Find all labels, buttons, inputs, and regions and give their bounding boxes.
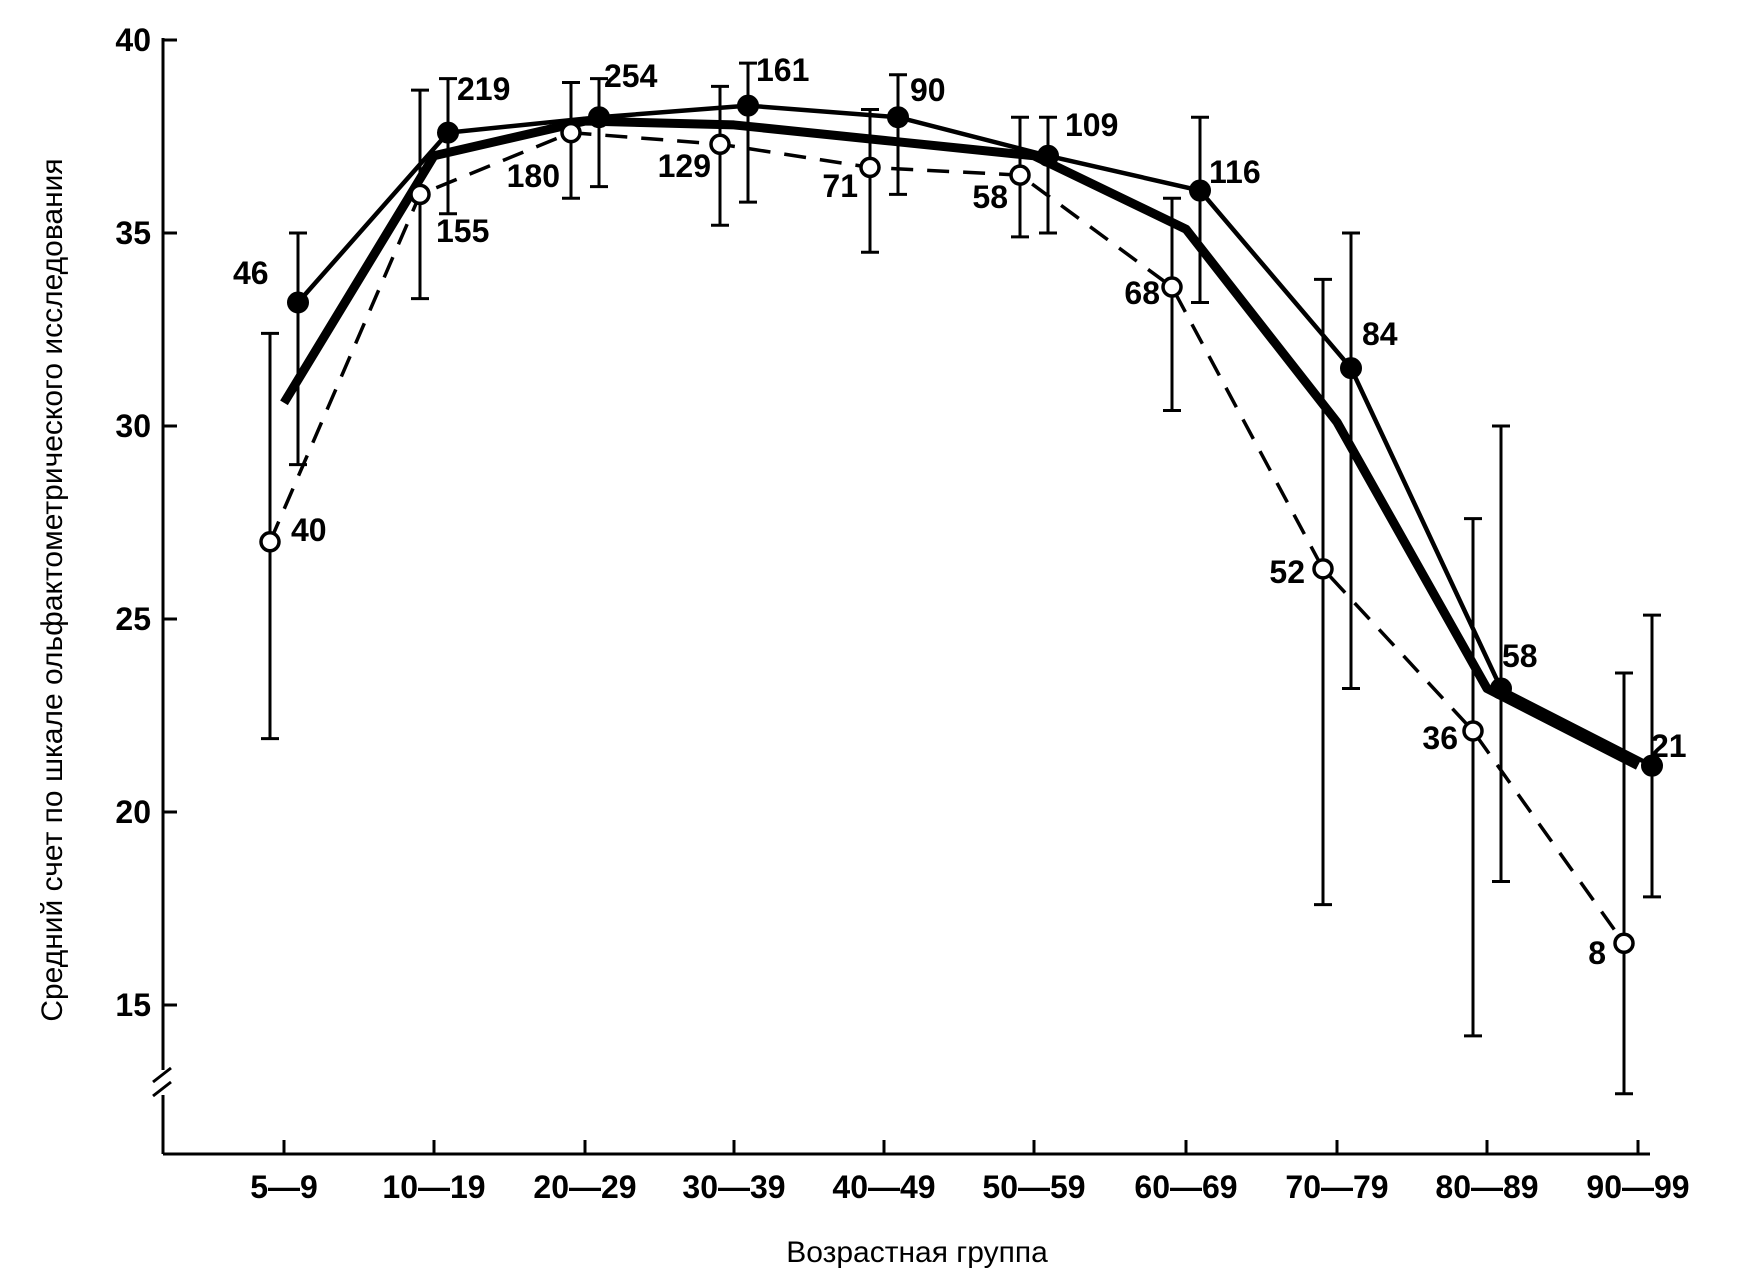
data-point-filled <box>588 106 610 129</box>
n-label: 52 <box>1269 554 1305 590</box>
data-point-open <box>859 156 881 179</box>
series-line-dashed <box>268 130 1626 945</box>
series-lines <box>268 103 1654 945</box>
n-label: 129 <box>658 148 711 184</box>
y-tick-label: 15 <box>115 987 151 1023</box>
n-label: 90 <box>910 72 946 108</box>
data-point-open <box>1009 164 1031 186</box>
axis-break-mark <box>152 1080 172 1098</box>
n-label: 180 <box>507 158 560 194</box>
data-point-filled <box>1340 357 1362 380</box>
x-tick-label: 60—69 <box>1134 1169 1237 1205</box>
n-label: 155 <box>436 213 489 249</box>
y-tick-label: 25 <box>115 601 151 637</box>
x-tick-label: 10—19 <box>382 1169 485 1205</box>
n-label: 71 <box>822 168 858 204</box>
n-label: 21 <box>1651 728 1687 764</box>
series-markers <box>259 94 1663 954</box>
series-line-thin <box>296 103 1654 768</box>
n-label: 8 <box>1588 935 1606 971</box>
data-point-open <box>409 183 431 206</box>
data-point-filled <box>1037 144 1059 167</box>
x-axis-title: Возрастная группа <box>786 1236 1048 1269</box>
n-label: 219 <box>457 71 510 107</box>
n-label: 254 <box>604 58 658 94</box>
x-tick-label: 40—49 <box>832 1169 935 1205</box>
y-tick-label: 20 <box>115 794 151 830</box>
y-tick-label: 30 <box>115 408 151 444</box>
sample-size-labels: 46 219 254 161 90 109 116 84 58 21 40 155 180 129 71 58… <box>233 52 1687 971</box>
data-point-filled <box>1189 179 1211 202</box>
data-point-filled <box>1641 754 1663 777</box>
x-tick-label: 70—79 <box>1285 1169 1388 1205</box>
n-label: 84 <box>1362 316 1398 352</box>
x-tick-label: 20—29 <box>533 1169 636 1205</box>
y-tick-label: 35 <box>115 215 151 251</box>
data-point-open <box>259 531 281 553</box>
data-point-open <box>560 121 582 144</box>
data-point-open <box>1613 932 1635 954</box>
x-tick-label: 90—99 <box>1586 1169 1689 1205</box>
data-point-filled <box>287 291 309 314</box>
axis-break-mark <box>152 1066 172 1084</box>
n-label: 161 <box>756 52 809 88</box>
data-point-filled <box>737 94 759 117</box>
data-point-filled <box>437 121 459 144</box>
n-label: 36 <box>1422 720 1458 756</box>
series-line-thick <box>280 116 1641 770</box>
data-point-open <box>1312 558 1334 580</box>
n-label: 40 <box>291 512 327 548</box>
n-label: 109 <box>1065 107 1118 143</box>
y-axis-title: Средний счет по шкале ольфактометрическо… <box>36 158 69 1021</box>
x-tick-label: 5—9 <box>250 1169 318 1205</box>
data-point-open <box>1462 720 1484 742</box>
data-point-filled <box>887 106 909 129</box>
x-tick-label: 30—39 <box>682 1169 785 1205</box>
n-label: 58 <box>1502 638 1538 674</box>
x-tick-label: 50—59 <box>982 1169 1085 1205</box>
chart-axes: 15 20 25 30 35 40 5—9 10—19 20—29 30—39 40—49 50—59… <box>115 22 1689 1205</box>
x-tick-label: 80—89 <box>1435 1169 1538 1205</box>
data-point-filled <box>1490 677 1512 700</box>
n-label: 46 <box>233 255 269 291</box>
n-label: 116 <box>1209 154 1261 190</box>
data-point-open <box>709 133 731 155</box>
y-tick-label: 40 <box>115 22 151 58</box>
n-label: 68 <box>1124 275 1160 311</box>
n-label: 58 <box>972 179 1008 215</box>
data-point-open <box>1161 276 1183 298</box>
